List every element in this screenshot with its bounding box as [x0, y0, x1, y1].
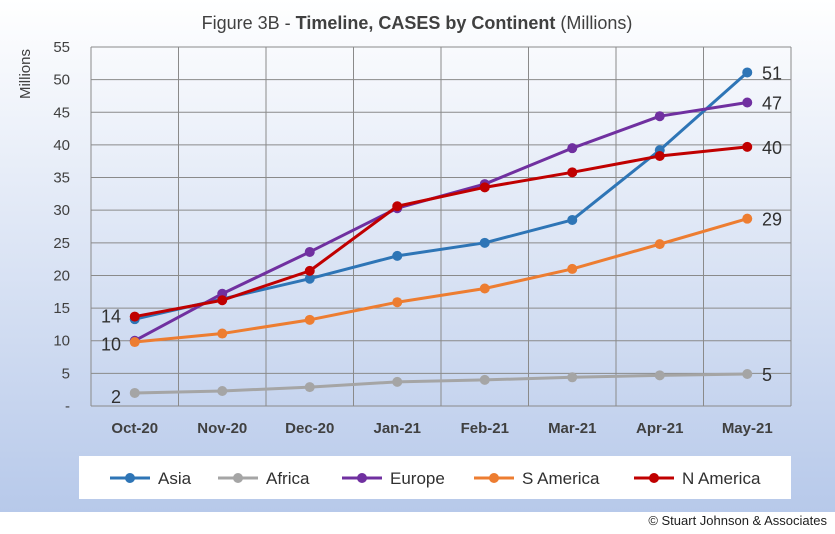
data-point-s-america — [392, 297, 403, 308]
data-point-n-america — [479, 182, 490, 193]
x-tick-label: Jan-21 — [373, 420, 421, 437]
data-point-africa — [217, 385, 228, 396]
start-value-label: 14 — [101, 307, 121, 327]
series-lines — [129, 67, 753, 398]
copyright-notice: © Stuart Johnson & Associates — [648, 513, 827, 528]
x-tick-label: Dec-20 — [285, 420, 334, 437]
y-tick-label: 55 — [53, 39, 70, 56]
data-point-africa — [129, 387, 140, 398]
series-line-n-america — [134, 145, 748, 319]
data-point-asia — [479, 237, 490, 248]
gridlines — [90, 46, 792, 406]
data-point-n-america — [129, 311, 140, 322]
data-point-africa — [479, 374, 490, 385]
series-line-s-america — [134, 217, 748, 344]
end-value-label: 51 — [762, 63, 782, 83]
legend-label-s-america: S America — [522, 469, 600, 488]
data-point-s-america — [217, 328, 228, 339]
y-axis-label: Millions — [17, 49, 34, 99]
data-point-europe — [654, 111, 665, 122]
data-point-africa — [742, 369, 753, 380]
series-line-africa — [134, 372, 748, 395]
data-point-n-america — [567, 167, 578, 178]
x-tick-label: Apr-21 — [636, 420, 684, 437]
data-point-s-america — [654, 239, 665, 250]
data-point-s-america — [304, 314, 315, 325]
data-point-asia — [742, 67, 753, 78]
data-point-n-america — [304, 265, 315, 276]
data-point-asia — [567, 214, 578, 225]
end-value-label: 47 — [762, 93, 782, 113]
y-tick-label: 30 — [53, 202, 70, 219]
y-tick-label: 45 — [53, 104, 70, 121]
y-tick-label: 10 — [53, 333, 70, 350]
y-tick-label: 50 — [53, 72, 70, 89]
data-point-s-america — [129, 337, 140, 348]
legend-marker-asia — [125, 473, 135, 483]
x-tick-label: May-21 — [722, 420, 773, 437]
y-tick-label: 35 — [53, 170, 70, 187]
legend-label-n-america: N America — [682, 469, 761, 488]
data-point-s-america — [479, 283, 490, 294]
legend-marker-europe — [357, 473, 367, 483]
x-tick-label: Oct-20 — [111, 420, 158, 437]
end-value-label: 5 — [762, 365, 772, 385]
legend-label-africa: Africa — [266, 469, 310, 488]
chart-background — [0, 0, 835, 512]
data-point-europe — [567, 143, 578, 154]
x-tick-label: Mar-21 — [548, 420, 596, 437]
data-point-n-america — [742, 141, 753, 152]
y-tick-label: 40 — [53, 137, 70, 154]
data-point-s-america — [742, 213, 753, 224]
legend-items: Asia Africa Europe S America N America — [110, 469, 761, 488]
data-point-africa — [392, 376, 403, 387]
legend-marker-africa — [233, 473, 243, 483]
y-tick-label: 5 — [62, 365, 70, 382]
chart-title: Figure 3B - Timeline, CASES by Continent… — [202, 13, 633, 33]
y-tick-label: 20 — [53, 267, 70, 284]
labels: 14 10 2 51 47 40 29 5 — [101, 63, 782, 406]
data-point-n-america — [217, 295, 228, 306]
x-tick-label: Nov-20 — [197, 420, 247, 437]
data-point-asia — [304, 273, 315, 284]
legend-label-europe: Europe — [390, 469, 445, 488]
legend-marker-s-america — [489, 473, 499, 483]
end-value-label: 40 — [762, 138, 782, 158]
data-point-africa — [567, 372, 578, 383]
y-tick-label: - — [65, 398, 70, 415]
data-point-n-america — [392, 201, 403, 212]
legend-marker-n-america — [649, 473, 659, 483]
x-tick-label: Feb-21 — [461, 420, 509, 437]
data-point-asia — [392, 250, 403, 261]
data-point-n-america — [654, 151, 665, 162]
end-value-label: 29 — [762, 210, 782, 230]
data-point-africa — [654, 370, 665, 381]
legend-label-asia: Asia — [158, 469, 192, 488]
y-tick-label: 25 — [53, 235, 70, 252]
start-value-label: 10 — [101, 335, 121, 355]
y-tick-label: 15 — [53, 300, 70, 317]
data-point-europe — [304, 246, 315, 257]
start-value-label: 2 — [111, 387, 121, 407]
data-point-s-america — [567, 263, 578, 274]
data-point-europe — [742, 97, 753, 108]
data-point-africa — [304, 382, 315, 393]
